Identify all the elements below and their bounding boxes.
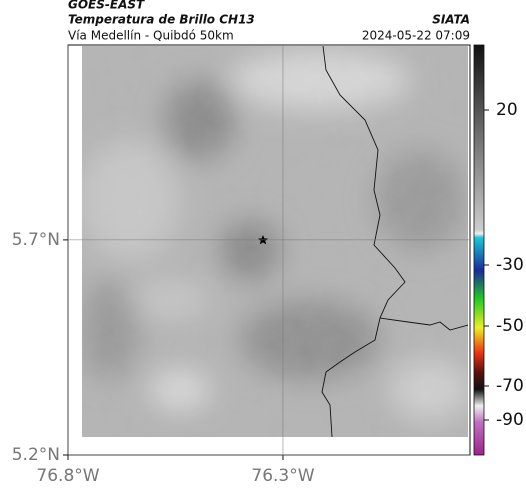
subtitle: Temperatura de Brillo CH13 (68, 13, 255, 27)
y-tick-label: 5.7°N (12, 230, 60, 250)
timestamp: 2024-05-22 07:09 (362, 29, 470, 43)
colorbar-tick-label: -30 (496, 255, 524, 275)
colorbar (473, 44, 485, 456)
x-tick-label: 76.3°W (251, 466, 314, 486)
colorbar-tick-label: 20 (496, 100, 518, 120)
title: GOES-EAST (68, 0, 145, 12)
location: Vía Medellín - Quibdó 50km (68, 29, 234, 43)
colorbar-tick-label: -50 (496, 316, 524, 336)
colorbar-tick-label: -70 (496, 376, 524, 396)
satellite-image (82, 46, 468, 437)
colorbar-tick-label: -90 (496, 410, 524, 430)
source: SIATA (432, 13, 470, 27)
y-tick-label: 5.2°N (12, 445, 60, 465)
x-tick-label: 76.8°W (36, 466, 99, 486)
